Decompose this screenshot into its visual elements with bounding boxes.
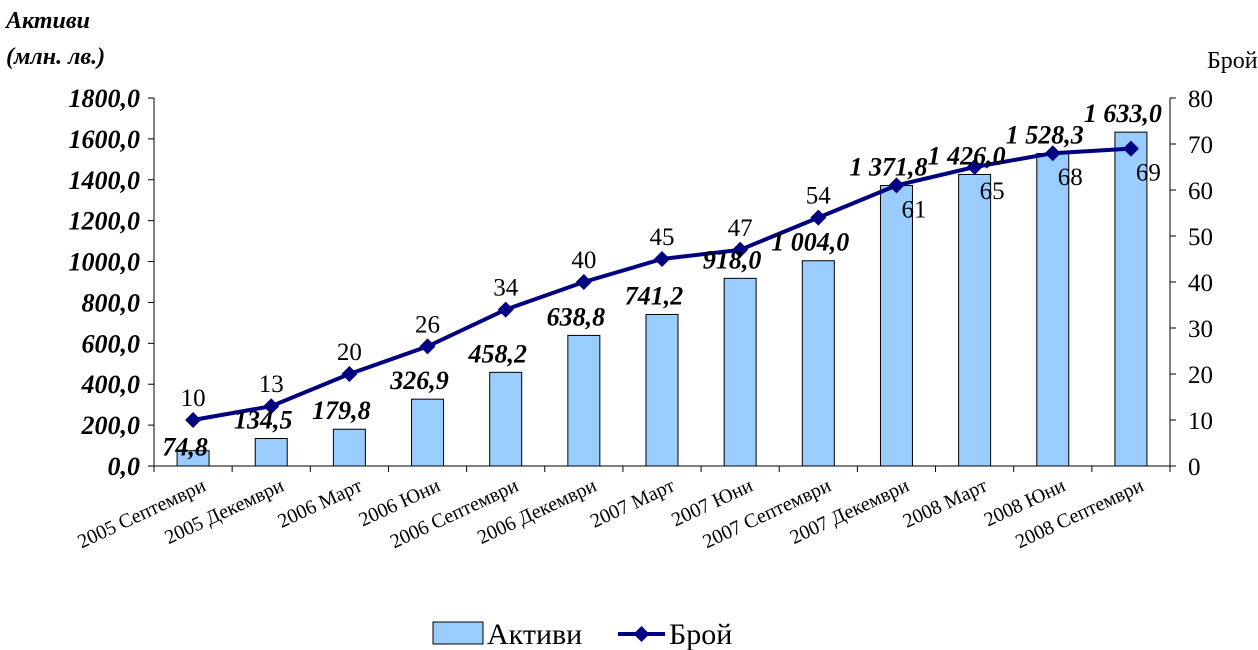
y-left-tick-label: 200,0 [81, 411, 141, 440]
line-marker [732, 241, 749, 258]
bar [1114, 131, 1148, 467]
legend-label-count: Брой [669, 618, 732, 650]
y-left-tick-label: 800,0 [82, 288, 141, 317]
y-right-tick-label: 50 [1188, 224, 1213, 251]
y-left-tick-label: 600,0 [82, 329, 141, 358]
line-marker [810, 209, 827, 226]
bar [254, 438, 288, 467]
legend-label-assets: Активи [487, 618, 582, 650]
line-data-label: 13 [259, 371, 284, 398]
bar-data-label: 1 426,0 [928, 141, 1006, 170]
y-left-axis-title-line1: Активи [4, 8, 90, 34]
line-marker [185, 412, 202, 428]
y-right-tick-label: 40 [1188, 270, 1213, 297]
x-tick-label: 2006 Март [275, 474, 366, 532]
bar [958, 173, 992, 467]
y-right-tick-label: 30 [1188, 316, 1213, 343]
line-data-label: 65 [980, 178, 1005, 205]
bar-data-label: 134,5 [234, 406, 293, 435]
y-left-tick-label: 1000,0 [69, 248, 141, 277]
data-labels: 74,8 134,5 179,8 326,9 458,2 638,8 741,2 918,0 1… [162, 99, 1162, 462]
bar-data-label: 741,2 [625, 281, 684, 310]
bar [645, 313, 679, 467]
line-data-label: 34 [493, 275, 519, 302]
line-series-count [185, 140, 1139, 428]
bar [332, 428, 366, 467]
bar-data-label: 1 528,3 [1006, 121, 1084, 150]
line-data-label: 54 [806, 183, 832, 210]
bar-data-label: 1 633,0 [1084, 99, 1162, 128]
line-data-label: 26 [415, 311, 440, 338]
line-data-label: 20 [337, 339, 362, 366]
line-marker [966, 159, 983, 175]
line-marker [419, 338, 436, 355]
bar [1036, 153, 1070, 467]
bar [489, 371, 523, 467]
y-right-axis-title: Брой [1207, 48, 1258, 74]
bar-series-assets [176, 131, 1148, 467]
x-tick-label: 2008 Март [900, 474, 991, 532]
line-marker [1122, 140, 1139, 157]
x-tick-label: 2007 Март [587, 474, 678, 532]
bar-data-label: 1 004,0 [771, 228, 849, 257]
bar [801, 260, 835, 467]
line-marker [341, 366, 358, 382]
line-marker [1044, 145, 1061, 162]
y-left-tick-label: 1600,0 [69, 125, 141, 154]
y-left-tick-label: 1800,0 [69, 84, 141, 113]
y-left-axis-title-line2: (млн. лв.) [6, 44, 105, 70]
y-left-tick-label: 0,0 [108, 452, 141, 481]
bar-data-label: 326,9 [389, 366, 449, 395]
x-tick-label: 2005 Септември [74, 474, 209, 553]
legend-swatch-bar [432, 621, 484, 645]
bar [879, 185, 913, 467]
line-data-label: 47 [728, 215, 753, 242]
bar [567, 334, 601, 467]
y-left-tick-label: 400,0 [81, 370, 141, 399]
line-data-label: 61 [901, 196, 926, 223]
line-marker [263, 398, 280, 415]
bar-data-label: 918,0 [703, 245, 762, 274]
line-data-label: 40 [571, 247, 596, 274]
y-left-tick-label: 1200,0 [69, 207, 141, 236]
line-marker [497, 301, 514, 318]
y-left-tick-label: 1400,0 [69, 166, 141, 195]
line-marker [575, 274, 592, 290]
bar [723, 277, 757, 467]
line-data-label: 10 [181, 385, 206, 412]
legend-swatch-marker [633, 626, 650, 642]
y-right-tick-label: 10 [1188, 408, 1213, 435]
bar [411, 398, 445, 467]
line-data-label: 69 [1136, 160, 1161, 187]
y-right-tick-label: 80 [1188, 86, 1213, 113]
y-right-tick-label: 0 [1188, 454, 1201, 481]
bar-data-label: 179,8 [312, 396, 371, 425]
y-right-tick-label: 20 [1188, 362, 1213, 389]
line-data-label: 68 [1058, 164, 1083, 191]
bar-data-label: 458,2 [467, 339, 527, 368]
bar-data-label: 1 371,8 [849, 153, 927, 182]
bar-data-label: 74,8 [162, 433, 208, 462]
line-marker [654, 251, 670, 267]
y-right-tick-label: 70 [1188, 132, 1213, 159]
line-marker [888, 177, 905, 194]
y-right-tick-label: 60 [1188, 178, 1213, 205]
legend: Активи Брой [432, 618, 732, 650]
bar-data-label: 638,8 [547, 302, 606, 331]
line-data-label: 45 [650, 224, 675, 251]
